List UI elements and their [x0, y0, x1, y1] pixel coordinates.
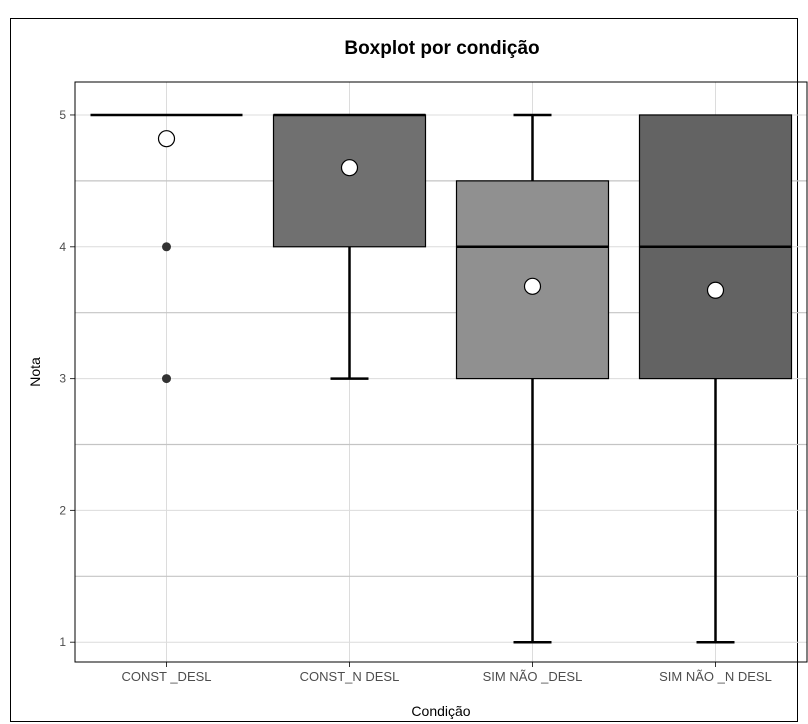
x-tick-label: CONST_N DESL [300, 669, 400, 684]
y-tick-label: 4 [59, 240, 66, 254]
boxes [90, 113, 793, 644]
mean-marker [523, 277, 542, 295]
y-tick-label: 5 [59, 108, 66, 122]
y-axis-ticks: 1 2 3 4 5 [59, 108, 75, 649]
box-group [455, 113, 610, 644]
figure-frame [10, 18, 798, 722]
mean-marker [340, 159, 359, 177]
panel-border [74, 81, 808, 663]
x-tick-label: CONST _DESL [121, 669, 211, 684]
y-tick-label: 3 [59, 372, 66, 386]
y-tick-label: 2 [59, 503, 66, 517]
box-group [272, 113, 427, 380]
x-axis-ticks: CONST _DESL CONST_N DESL SIM NÃO _DESL SIM … [121, 662, 772, 684]
x-tick-label: SIM NÃO _DESL [483, 669, 583, 684]
mean-marker [706, 281, 725, 299]
outlier-point [162, 374, 171, 384]
x-axis-label: Condição [411, 703, 470, 719]
y-tick-label: 1 [59, 635, 66, 649]
box-iqr [272, 114, 427, 248]
mean-marker [157, 130, 176, 148]
box-group [90, 113, 243, 384]
x-tick-label: SIM NÃO _N DESL [659, 669, 772, 684]
outlier-point [162, 242, 171, 252]
y-axis-label: Nota [27, 357, 43, 387]
chart-title: Boxplot por condição [344, 38, 539, 59]
box-group [638, 114, 793, 644]
